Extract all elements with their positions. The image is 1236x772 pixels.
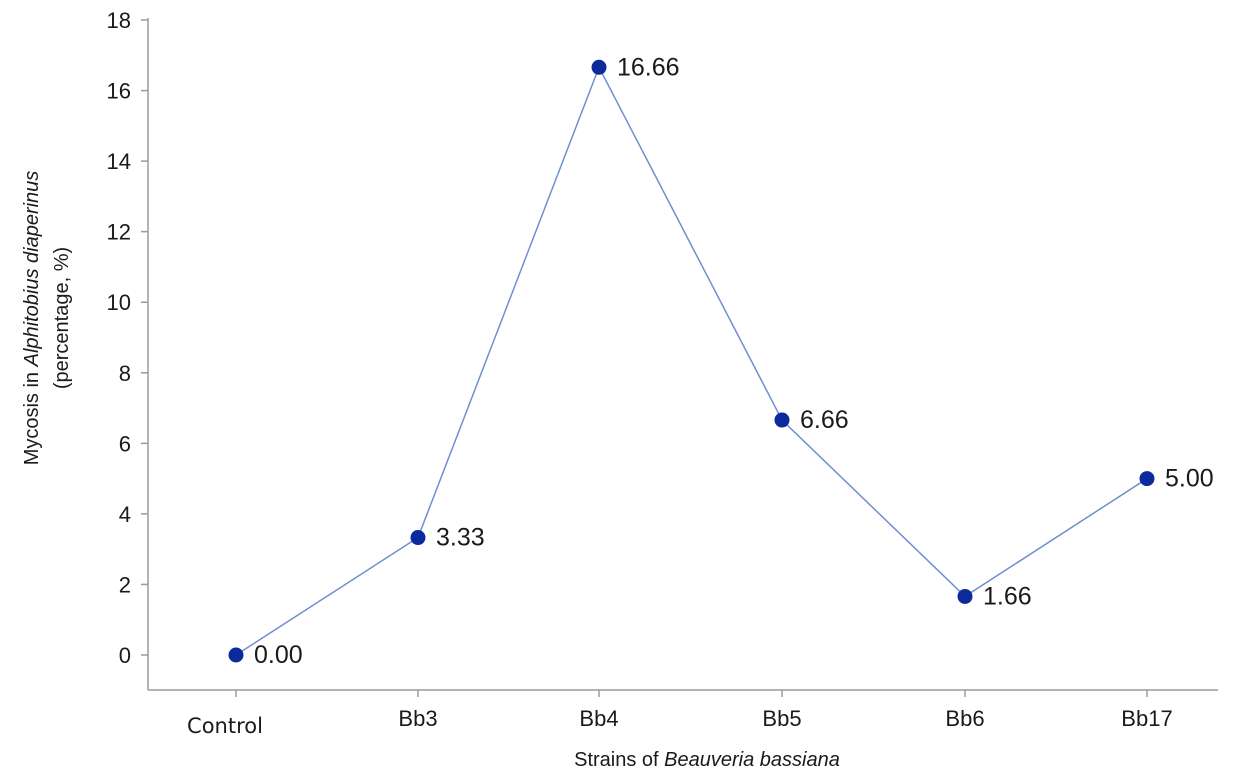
y-axis-title-line2: (percentage, %) <box>51 247 73 389</box>
data-label-bb4: 16.66 <box>617 53 680 81</box>
data-markers <box>228 59 1155 663</box>
y-tick-label: 12 <box>107 220 131 245</box>
y-axis-title-line1: Mycosis in Alphitobius diaperinus <box>21 171 43 466</box>
y-ticks: 0 2 4 6 8 10 12 14 16 18 <box>107 8 148 668</box>
y-tick-label: 6 <box>119 431 131 456</box>
data-label-bb3: 3.33 <box>436 524 485 552</box>
series-line <box>235 65 1148 656</box>
y-tick-label: 10 <box>107 290 131 315</box>
data-point-bb17 <box>1139 471 1155 487</box>
y-tick-label: 2 <box>119 572 131 597</box>
y-tick-label: 16 <box>107 79 131 104</box>
data-point-bb5 <box>774 412 790 428</box>
data-point-bb4 <box>591 59 607 75</box>
y-axis: 0 2 4 6 8 10 12 14 16 18 <box>107 8 149 690</box>
y-tick-label: 14 <box>107 149 131 174</box>
x-tick-label: Bb17 <box>1121 706 1172 731</box>
data-point-bb3 <box>410 530 426 546</box>
x-axis-title: Strains of Beauveria bassiana <box>574 749 840 771</box>
y-tick-label: 18 <box>107 8 131 33</box>
x-axis: Control Bb3 Bb4 Bb5 Bb6 Bb17 <box>148 689 1218 738</box>
x-ticks: Control Bb3 Bb4 Bb5 Bb6 Bb17 <box>187 690 1173 738</box>
data-label-bb6: 1.66 <box>983 582 1032 610</box>
y-tick-label: 4 <box>119 502 131 527</box>
x-tick-label: Bb5 <box>762 706 801 731</box>
y-tick-label: 0 <box>119 643 131 668</box>
x-tick-label: Bb3 <box>398 706 437 731</box>
data-label-bb5: 6.66 <box>800 406 849 434</box>
x-tick-label: Bb4 <box>579 706 618 731</box>
data-point-control <box>228 647 244 663</box>
data-label-bb17: 5.00 <box>1165 465 1214 493</box>
y-axis-title: Mycosis in Alphitobius diaperinus (perce… <box>21 171 73 466</box>
plot-area: 0.00 3.33 16.66 6.66 1.66 5.00 <box>228 53 1214 669</box>
data-labels: 0.00 3.33 16.66 6.66 1.66 5.00 <box>254 53 1214 669</box>
y-tick-label: 8 <box>119 361 131 386</box>
data-point-bb6 <box>957 588 973 604</box>
x-tick-label: Bb6 <box>945 706 984 731</box>
x-tick-label: Control <box>187 714 263 738</box>
data-label-control: 0.00 <box>254 641 303 669</box>
